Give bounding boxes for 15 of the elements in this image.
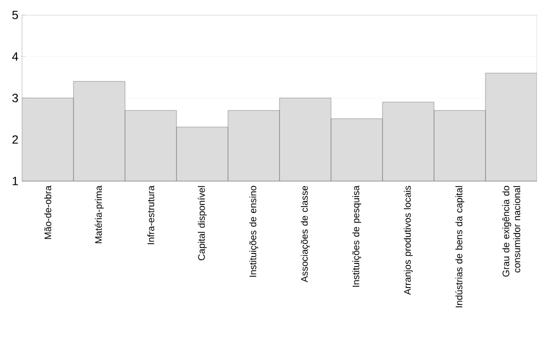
x-tick-label: Matéria-prima <box>94 186 104 244</box>
x-tick-label: Capital disponível <box>198 186 207 260</box>
y-tick-label: 4 <box>12 52 18 61</box>
x-tick-label: Instituições de ensino <box>249 186 258 277</box>
x-tick-label: Instituições de pesquisa <box>352 186 362 287</box>
y-tick-label: 5 <box>12 10 18 20</box>
y-tick-label: 3 <box>12 94 18 102</box>
x-tick-label: Mão-de-obra <box>44 186 52 239</box>
x-tick-label: Arranjos produtivos locais <box>404 186 413 295</box>
x-tick-label: Associações de classe <box>300 186 310 282</box>
y-tick-label: 1 <box>12 176 18 186</box>
x-tick-label: Indústrias de bens da capital <box>455 186 464 308</box>
y-tick-label: 2 <box>12 135 18 144</box>
x-tick-label: Infra-estrutura <box>147 186 154 244</box>
x-tick-label: Grau de exigência do consumidor nacional <box>502 186 520 277</box>
